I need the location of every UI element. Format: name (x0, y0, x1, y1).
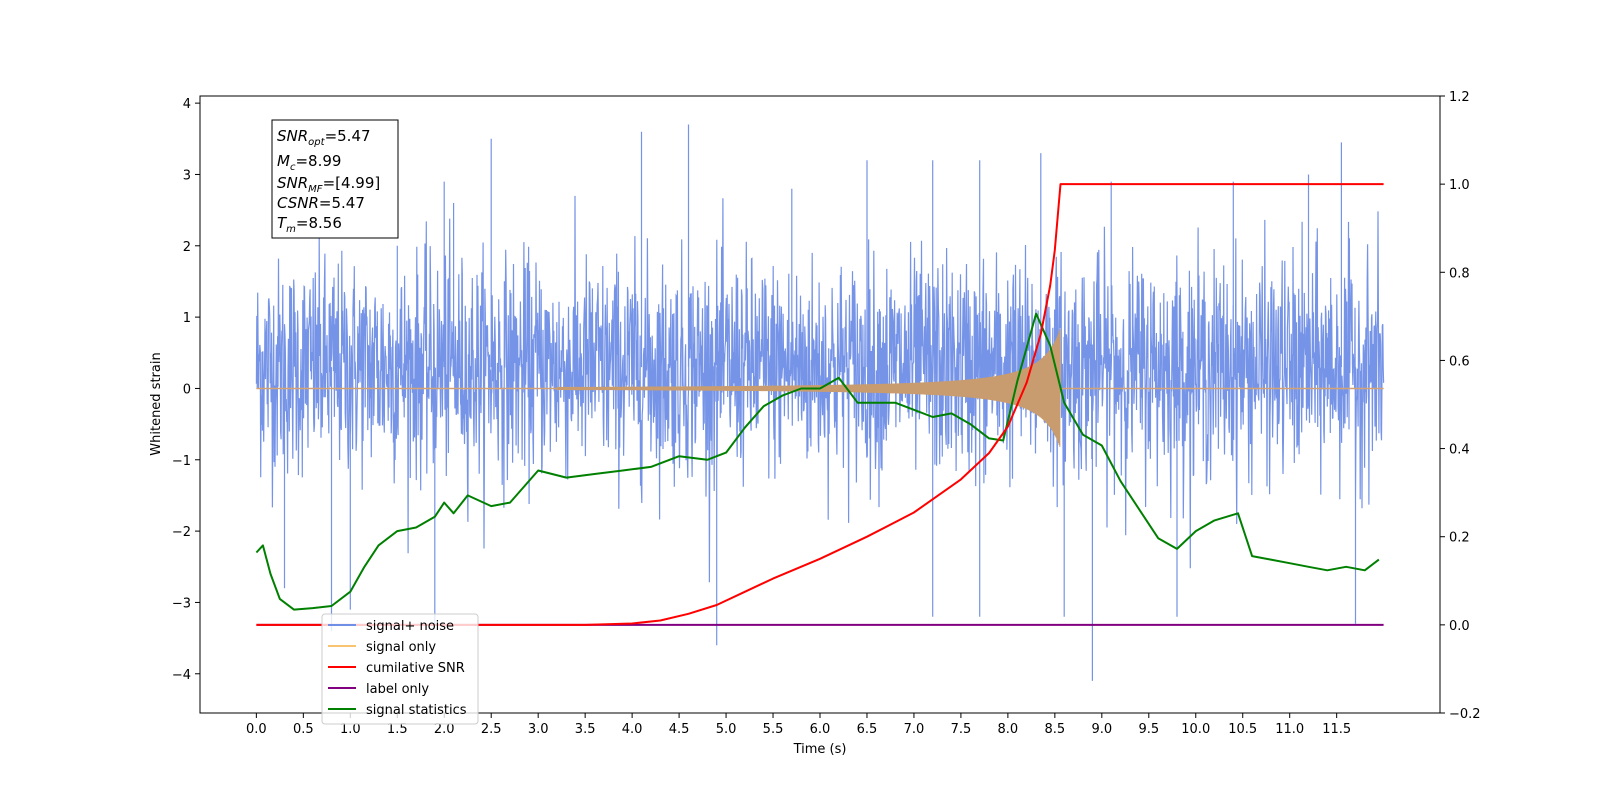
x-tick-label: 7.0 (904, 722, 925, 737)
y-left-tick-label: 3 (183, 168, 191, 183)
y-right-tick-label: −0.2 (1449, 707, 1481, 722)
y-left-tick-label: −3 (172, 596, 191, 611)
y-left-tick-label: 4 (183, 97, 191, 112)
x-tick-label: 6.0 (810, 722, 831, 737)
axis-ticks: 0.0 0.5 1.0 1.5 2.0 2.5 3.0 3.5 4.0 4.5 5.0 5.5 6.0 6… (172, 90, 1481, 737)
x-tick-label: 5.0 (716, 722, 737, 737)
y-right-tick-label: 1.2 (1449, 90, 1470, 105)
x-tick-label: 8.0 (998, 722, 1019, 737)
y-right-tick-label: 0.8 (1449, 266, 1470, 281)
x-tick-label: 0.5 (293, 722, 314, 737)
stat-snr-opt: SNRopt=5.47 (277, 127, 371, 148)
y-left-tick-label: −4 (172, 668, 191, 683)
x-tick-label: 3.0 (528, 722, 549, 737)
x-tick-label: 2.0 (434, 722, 455, 737)
series-signal-statistics (255, 312, 1380, 611)
x-tick-label: 1.0 (340, 722, 361, 737)
x-tick-label: 1.5 (387, 722, 408, 737)
x-tick-label: 9.0 (1091, 722, 1112, 737)
x-tick-label: 2.5 (481, 722, 502, 737)
y-right-tick-label: 0.0 (1449, 619, 1470, 634)
legend-label-cumulative-snr: cumilative SNR (366, 661, 465, 676)
x-tick-label: 4.5 (669, 722, 690, 737)
plot-series (255, 124, 1385, 681)
x-tick-label: 11.5 (1322, 722, 1351, 737)
y-left-tick-label: −2 (172, 525, 191, 540)
stat-snr-mf: SNRMF=[4.99] (277, 174, 380, 195)
x-tick-label: 11.0 (1275, 722, 1304, 737)
y-right-tick-label: 0.6 (1449, 354, 1470, 369)
y-left-tick-label: −1 (172, 454, 191, 469)
x-tick-label: 0.0 (246, 722, 267, 737)
series-signal-only (556, 328, 1061, 447)
x-tick-label: 10.5 (1228, 722, 1257, 737)
legend-label-signal-noise: signal+ noise (366, 619, 454, 634)
stats-box: SNRopt=5.47 Mc=8.99 SNRMF=[4.99] CSNR=5.… (271, 119, 399, 239)
legend: signal+ noise signal only cumilative SNR… (321, 613, 479, 725)
x-axis-label: Time (s) (793, 742, 847, 757)
x-tick-label: 7.5 (951, 722, 972, 737)
y-right-tick-label: 0.2 (1449, 531, 1470, 546)
x-tick-label: 6.5 (857, 722, 878, 737)
legend-label-signal-statistics: signal statistics (366, 703, 467, 718)
x-tick-label: 4.0 (622, 722, 643, 737)
x-tick-label: 9.5 (1138, 722, 1159, 737)
x-tick-label: 5.5 (763, 722, 784, 737)
y-left-tick-label: 0 (183, 382, 191, 397)
series-cumulative-snr (256, 183, 1384, 626)
y-right-tick-label: 0.4 (1449, 443, 1470, 458)
stat-csnr: CSNR=5.47 (277, 194, 365, 212)
y-left-tick-label: 2 (183, 240, 191, 255)
series-signal-noise (255, 124, 1385, 681)
stat-mc: Mc=8.99 (277, 152, 341, 173)
legend-label-label-only: label only (366, 682, 429, 697)
y-axis-label: Whitened strain (149, 352, 164, 455)
x-tick-label: 3.5 (575, 722, 596, 737)
y-right-tick-label: 1.0 (1449, 178, 1470, 193)
y-left-tick-label: 1 (183, 311, 191, 326)
x-tick-label: 10.0 (1181, 722, 1210, 737)
legend-label-signal-only: signal only (366, 640, 436, 655)
x-tick-label: 8.5 (1045, 722, 1066, 737)
stat-tm: Tm=8.56 (277, 214, 342, 235)
